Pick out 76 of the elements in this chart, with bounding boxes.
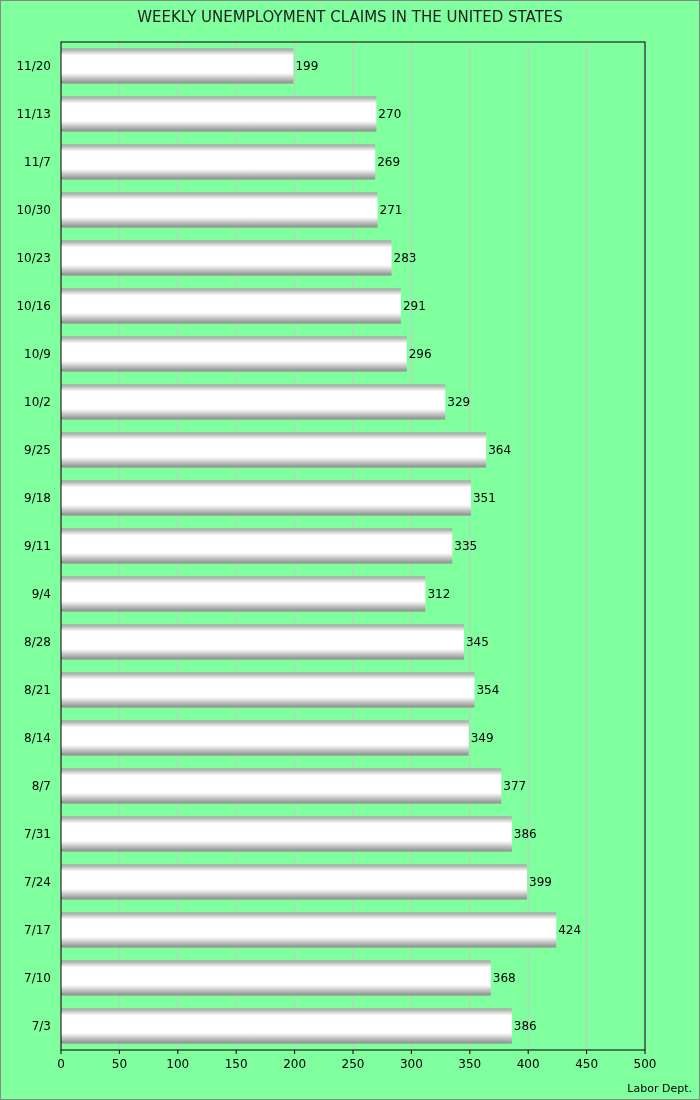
- y-tick-label: 9/18: [24, 491, 51, 505]
- bar: [61, 1008, 512, 1044]
- y-tick-label: 8/7: [31, 779, 51, 793]
- x-tick-label: 400: [516, 1057, 540, 1071]
- data-label: 424: [558, 923, 582, 937]
- data-label: 386: [513, 827, 537, 841]
- x-tick-label: 0: [57, 1057, 65, 1071]
- y-tick-label: 9/11: [24, 539, 51, 553]
- bar: [61, 144, 376, 180]
- x-tick-label: 300: [399, 1057, 423, 1071]
- y-tick-label: 7/24: [24, 875, 51, 889]
- bar: [61, 576, 426, 612]
- data-label: 335: [454, 539, 478, 553]
- x-tick-label: 100: [166, 1057, 190, 1071]
- bar: [61, 288, 401, 324]
- data-label: 199: [295, 59, 319, 73]
- y-tick-label: 7/17: [24, 923, 51, 937]
- bar: [61, 480, 471, 516]
- y-tick-label: 7/31: [24, 827, 51, 841]
- bar: [61, 864, 528, 900]
- bar: [61, 960, 491, 996]
- data-label: 399: [529, 875, 552, 889]
- data-label: 364: [488, 443, 512, 457]
- y-tick-label: 10/2: [24, 395, 51, 409]
- y-tick-label: 10/9: [24, 347, 51, 361]
- text: Labor Dept.: [627, 1082, 692, 1095]
- chart-title: WEEKLY UNEMPLOYMENT CLAIMS IN THE UNITED STATES: [137, 8, 563, 26]
- data-label: 386: [513, 1019, 537, 1033]
- bar: [61, 624, 464, 660]
- data-label: 312: [427, 587, 451, 601]
- bar: [61, 432, 487, 468]
- data-label: 349: [470, 731, 494, 745]
- bar: [61, 384, 446, 420]
- bar: [61, 672, 475, 708]
- data-label: 270: [378, 107, 402, 121]
- y-tick-label: 8/21: [24, 683, 51, 697]
- y-tick-label: 9/25: [24, 443, 51, 457]
- bar: [61, 240, 392, 276]
- data-label: 283: [393, 251, 417, 265]
- data-label: 329: [447, 395, 471, 409]
- y-tick-label: 8/14: [24, 731, 51, 745]
- y-tick-label: 9/4: [31, 587, 51, 601]
- bar: [61, 96, 377, 132]
- y-tick-label: 10/30: [16, 203, 51, 217]
- x-tick-label: 150: [224, 1057, 248, 1071]
- y-tick-label: 11/20: [16, 59, 51, 73]
- y-tick-label: 10/16: [16, 299, 51, 313]
- bar: [61, 912, 557, 948]
- x-tick-label: 450: [575, 1057, 599, 1071]
- data-label: 296: [408, 347, 432, 361]
- y-tick-label: 8/28: [24, 635, 51, 649]
- bar: [61, 528, 453, 564]
- bar: [61, 768, 502, 804]
- data-label: 377: [503, 779, 527, 793]
- data-label: 291: [402, 299, 426, 313]
- data-label: 269: [377, 155, 401, 169]
- bar: [61, 48, 294, 84]
- data-label: 345: [465, 635, 489, 649]
- y-tick-label: 11/13: [16, 107, 51, 121]
- data-label: 368: [492, 971, 516, 985]
- x-tick-label: 200: [283, 1057, 307, 1071]
- x-tick-label: 250: [341, 1057, 365, 1071]
- data-label: 271: [379, 203, 403, 217]
- bar: [61, 816, 512, 852]
- bar: [61, 336, 407, 372]
- y-tick-label: 10/23: [16, 251, 51, 265]
- data-label: 351: [472, 491, 496, 505]
- data-label: 354: [476, 683, 500, 697]
- y-tick-label: 11/7: [24, 155, 51, 169]
- x-tick-label: 500: [633, 1057, 657, 1071]
- y-tick-label: 7/3: [31, 1019, 51, 1033]
- x-tick-label: 350: [458, 1057, 482, 1071]
- x-tick-label: 50: [111, 1057, 128, 1071]
- y-tick-label: 7/10: [24, 971, 51, 985]
- bar: [61, 192, 378, 228]
- bar: [61, 720, 469, 756]
